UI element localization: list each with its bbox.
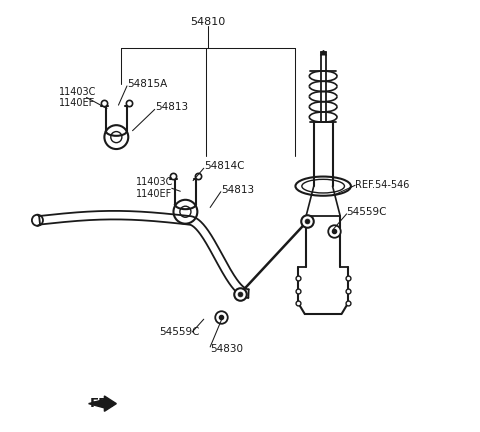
Text: 54813: 54813 <box>155 102 188 112</box>
Text: 54830: 54830 <box>210 344 243 354</box>
Text: REF.54-546: REF.54-546 <box>355 180 409 190</box>
Text: 54559C: 54559C <box>347 207 387 217</box>
Text: 11403C
1140EF: 11403C 1140EF <box>135 178 173 199</box>
Polygon shape <box>89 396 116 411</box>
Text: 54813: 54813 <box>221 184 254 194</box>
Text: 54814C: 54814C <box>204 161 244 171</box>
Text: 11403C
1140EF: 11403C 1140EF <box>59 87 96 108</box>
Text: 54815A: 54815A <box>127 79 167 89</box>
Text: 54810: 54810 <box>191 17 226 27</box>
Text: FR.: FR. <box>90 397 115 410</box>
Text: 54559C: 54559C <box>159 327 200 337</box>
